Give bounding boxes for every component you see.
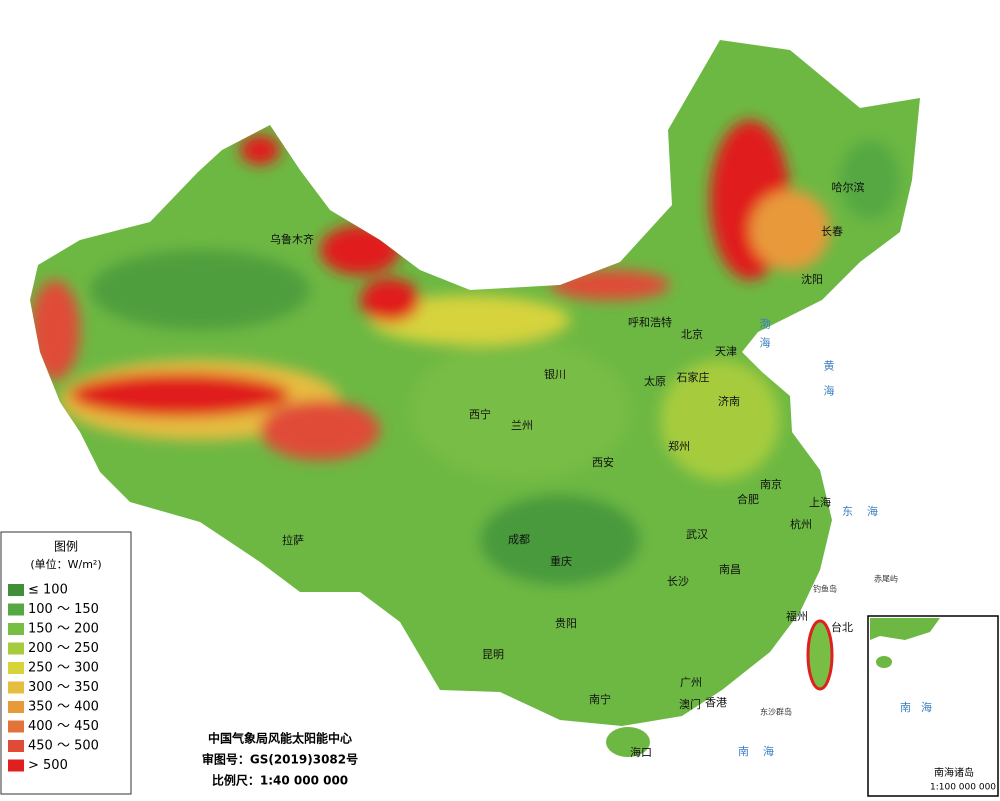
city-label: 南京 bbox=[760, 477, 782, 491]
city-label: 郑州 bbox=[668, 439, 690, 453]
sea-label: 渤海 bbox=[758, 318, 771, 356]
legend-items: ≤ 100 100 ～ 150 150 ～ 200 200 ～ 250 250 ～ 30… bbox=[8, 583, 99, 773]
city-label: 太原 bbox=[644, 375, 666, 388]
legend-swatch bbox=[8, 720, 24, 733]
sea-label: 东海 bbox=[842, 504, 892, 518]
city-label: 上海 bbox=[809, 495, 831, 509]
legend-label: 150 ～ 200 bbox=[28, 622, 99, 637]
city-label: 重庆 bbox=[550, 554, 572, 568]
city-label: 海口 bbox=[630, 745, 652, 759]
city-label: 成都 bbox=[508, 533, 530, 546]
legend-swatch bbox=[8, 662, 24, 674]
city-label: 银川 bbox=[544, 367, 566, 381]
legend-unit: (单位：W/m²) bbox=[30, 557, 101, 571]
credit-scale: 比例尺：1:40 000 000 bbox=[212, 773, 348, 788]
legend: 图例 (单位：W/m²) ≤ 100 100 ～ 150 150 ～ 200 200 … bbox=[0, 531, 132, 795]
inset-scale: 1:100 000 000 bbox=[930, 783, 996, 793]
legend-swatch bbox=[8, 642, 24, 655]
city-label: 天津 bbox=[715, 345, 737, 358]
legend-swatch bbox=[8, 603, 24, 616]
legend-label: 200 ～ 250 bbox=[28, 641, 99, 656]
inset-land bbox=[870, 618, 940, 640]
city-label: 呼和浩特 bbox=[628, 315, 672, 329]
city-label: 武汉 bbox=[686, 528, 708, 541]
legend-label: 100 ～ 150 bbox=[28, 602, 99, 617]
city-label: 长沙 bbox=[667, 575, 689, 588]
seas: 渤海 黄海 东海 南海 钓鱼岛 赤尾屿 东沙群岛 bbox=[738, 318, 898, 758]
city-label: 北京 bbox=[681, 327, 703, 341]
legend-swatch bbox=[8, 584, 24, 596]
land bbox=[30, 40, 920, 757]
legend-swatch bbox=[8, 740, 24, 752]
legend-label: 400 ～ 450 bbox=[28, 719, 99, 734]
legend-title: 图例 bbox=[54, 540, 78, 554]
legend-swatch bbox=[8, 759, 24, 772]
legend-label: > 500 bbox=[28, 758, 68, 773]
legend-swatch bbox=[8, 701, 24, 713]
inset-frame bbox=[867, 615, 999, 797]
legend-swatch bbox=[8, 681, 24, 694]
legend-swatch bbox=[8, 623, 24, 635]
city-label: 台北 bbox=[831, 620, 853, 634]
city-label: 拉萨 bbox=[282, 533, 304, 547]
island-label: 钓鱼岛 bbox=[813, 584, 837, 594]
island-label: 东沙群岛 bbox=[760, 707, 792, 717]
city-label: 贵阳 bbox=[555, 617, 577, 630]
city-label: 长春 bbox=[821, 225, 843, 238]
hainan bbox=[606, 727, 650, 757]
credit-approval: 审图号：GS(2019)3082号 bbox=[202, 752, 358, 767]
sea-label: 南海 bbox=[900, 700, 942, 714]
city-label: 广州 bbox=[680, 676, 702, 689]
city-label: 乌鲁木齐 bbox=[270, 232, 314, 246]
legend-label: 350 ～ 400 bbox=[28, 700, 99, 715]
taiwan bbox=[806, 619, 834, 691]
city-label: 沈阳 bbox=[801, 272, 823, 286]
city-label: 济南 bbox=[718, 394, 740, 408]
legend-label: 450 ～ 500 bbox=[28, 739, 99, 754]
city-label: 哈尔滨 bbox=[832, 180, 865, 194]
legend-label: 300 ～ 350 bbox=[28, 680, 99, 695]
city-label: 合肥 bbox=[737, 492, 759, 506]
legend-label: ≤ 100 bbox=[28, 583, 68, 598]
city-label: 西宁 bbox=[469, 407, 491, 421]
island-label: 赤尾屿 bbox=[874, 575, 898, 584]
inset-title: 南海诸岛 bbox=[934, 766, 974, 779]
sea-label: 黄海 bbox=[822, 359, 835, 410]
city-label: 福州 bbox=[786, 609, 808, 623]
city-label: 昆明 bbox=[482, 648, 504, 661]
city-label: 南宁 bbox=[589, 692, 611, 706]
sea-label: 南海 bbox=[738, 744, 788, 758]
inset-land bbox=[876, 656, 892, 668]
legend-label: 250 ～ 300 bbox=[28, 661, 99, 676]
city-label: 杭州 bbox=[790, 517, 812, 531]
inset: 南海 南海诸岛 1:100 000 000 bbox=[867, 615, 999, 797]
city-label: 兰州 bbox=[511, 419, 533, 432]
credit-org: 中国气象局风能太阳能中心 bbox=[208, 731, 352, 746]
credits: 中国气象局风能太阳能中心 审图号：GS(2019)3082号 比例尺：1:40 … bbox=[202, 731, 358, 788]
city-label: 西安 bbox=[592, 455, 614, 469]
city-label: 南昌 bbox=[719, 563, 741, 576]
city-label: 石家庄 bbox=[677, 370, 710, 384]
city-label: 香港 bbox=[705, 696, 727, 709]
city-label: 澳门 bbox=[679, 697, 701, 711]
wind-zones bbox=[30, 120, 900, 585]
